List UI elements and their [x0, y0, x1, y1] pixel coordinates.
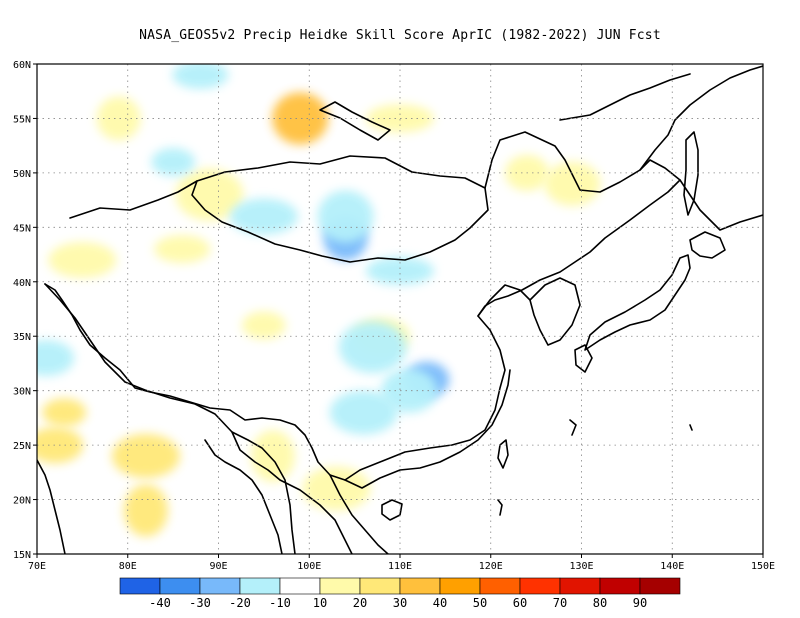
x-tick-label: 90E — [209, 561, 227, 572]
japan-honshu — [584, 254, 691, 351]
colorbar-swatch — [119, 577, 161, 595]
bohai-coast — [477, 284, 531, 317]
korea — [529, 277, 581, 346]
china-south-coast — [344, 369, 511, 489]
mongolia-border — [191, 155, 489, 263]
y-tick-label: 40N — [13, 278, 31, 289]
x-tick-label: 110E — [388, 561, 412, 572]
x-tick-label: 120E — [479, 561, 503, 572]
taiwan — [497, 439, 509, 469]
y-tick-label: 25N — [13, 441, 31, 452]
skill-patch — [123, 484, 168, 537]
philippines-north — [497, 419, 693, 516]
y-tick-label: 50N — [13, 169, 31, 180]
colorbar-swatch — [199, 577, 241, 595]
colorbar-label: 80 — [593, 596, 607, 610]
colorbar-swatch — [639, 577, 681, 595]
china-border — [44, 131, 681, 481]
colorbar-label: 70 — [553, 596, 567, 610]
colorbar-label: -20 — [229, 596, 251, 610]
skill-patch — [272, 92, 329, 145]
colorbar-label: 10 — [313, 596, 327, 610]
colorbar-label: 50 — [473, 596, 487, 610]
indochina-border — [329, 474, 389, 554]
skill-patch — [366, 256, 434, 285]
colorbar: -40 -30 -20 -10 10 20 30 40 50 60 70 80 90 — [119, 577, 681, 610]
hainan — [381, 499, 403, 521]
skill-patch — [154, 235, 211, 264]
colorbar-swatch — [479, 577, 521, 595]
lake-baikal — [319, 101, 391, 141]
skill-patch — [111, 434, 180, 478]
colorbar-label: -40 — [149, 596, 171, 610]
skill-patch — [381, 368, 438, 413]
y-tick-label: 20N — [13, 496, 31, 507]
skill-patch — [96, 96, 141, 141]
skill-patch — [317, 190, 374, 243]
coastlines-and-borders — [37, 65, 763, 554]
skill-patch — [175, 168, 244, 221]
myanmar-border — [231, 431, 353, 554]
colorbar-swatch — [359, 577, 401, 595]
y-tick-label: 30N — [13, 387, 31, 398]
skill-patch — [329, 390, 398, 435]
skill-patch — [42, 398, 87, 427]
x-tick-label: 70E — [28, 561, 46, 572]
x-tick-label: 80E — [119, 561, 137, 572]
y-tick-label: 60N — [13, 60, 31, 71]
x-tick-label: 130E — [569, 561, 593, 572]
longitude-ticks: 70E 80E 90E 100E 110E 120E 130E 140E 150E — [28, 554, 775, 572]
skill-patch — [172, 64, 229, 89]
gridlines — [37, 64, 763, 554]
latitude-ticks: 15N 20N 25N 30N 35N 40N 45N 50N 55N 60N — [13, 60, 37, 561]
map-frame — [36, 63, 764, 555]
skill-patch — [151, 148, 196, 176]
skill-patch — [48, 242, 117, 278]
colorbar-label: 40 — [433, 596, 447, 610]
japan-hokkaido — [689, 231, 726, 259]
colorbar-swatch — [159, 577, 201, 595]
map-title: NASA_GEOS5v2 Precip Heidke Skill Score A… — [139, 28, 661, 43]
russia-pacific-coast — [639, 65, 763, 171]
skill-patch — [544, 161, 601, 206]
colorbar-swatch — [599, 577, 641, 595]
skill-patch — [250, 430, 295, 482]
x-tick-label: 100E — [297, 561, 321, 572]
y-tick-label: 55N — [13, 114, 31, 125]
colorbar-label: -10 — [269, 596, 291, 610]
japan-kyushu — [574, 344, 593, 373]
skill-patch — [229, 198, 298, 235]
colorbar-label: 60 — [513, 596, 527, 610]
skill-patch — [338, 321, 407, 374]
y-tick-label: 45N — [13, 223, 31, 234]
y-tick-label: 15N — [13, 550, 31, 561]
colorbar-label: -30 — [189, 596, 211, 610]
colorbar-swatch — [559, 577, 601, 595]
colorbar-swatch — [519, 577, 561, 595]
colorbar-swatch — [319, 577, 361, 595]
bay-of-bengal-coast — [204, 439, 283, 554]
russia-east-coast — [679, 179, 763, 231]
colorbar-swatch — [439, 577, 481, 595]
y-tick-label: 35N — [13, 332, 31, 343]
okhotsk-coast — [559, 73, 691, 121]
colorbar-swatch — [279, 577, 321, 595]
india-west-coast — [37, 459, 66, 554]
x-tick-label: 140E — [660, 561, 684, 572]
colorbar-label: 90 — [633, 596, 647, 610]
skill-score-shading — [37, 64, 601, 537]
skill-patch — [37, 340, 75, 376]
colorbar-swatch — [399, 577, 441, 595]
skill-patch — [241, 311, 286, 340]
colorbar-label: 20 — [353, 596, 367, 610]
colorbar-swatch — [239, 577, 281, 595]
colorbar-label: 30 — [393, 596, 407, 610]
x-tick-label: 150E — [751, 561, 775, 572]
